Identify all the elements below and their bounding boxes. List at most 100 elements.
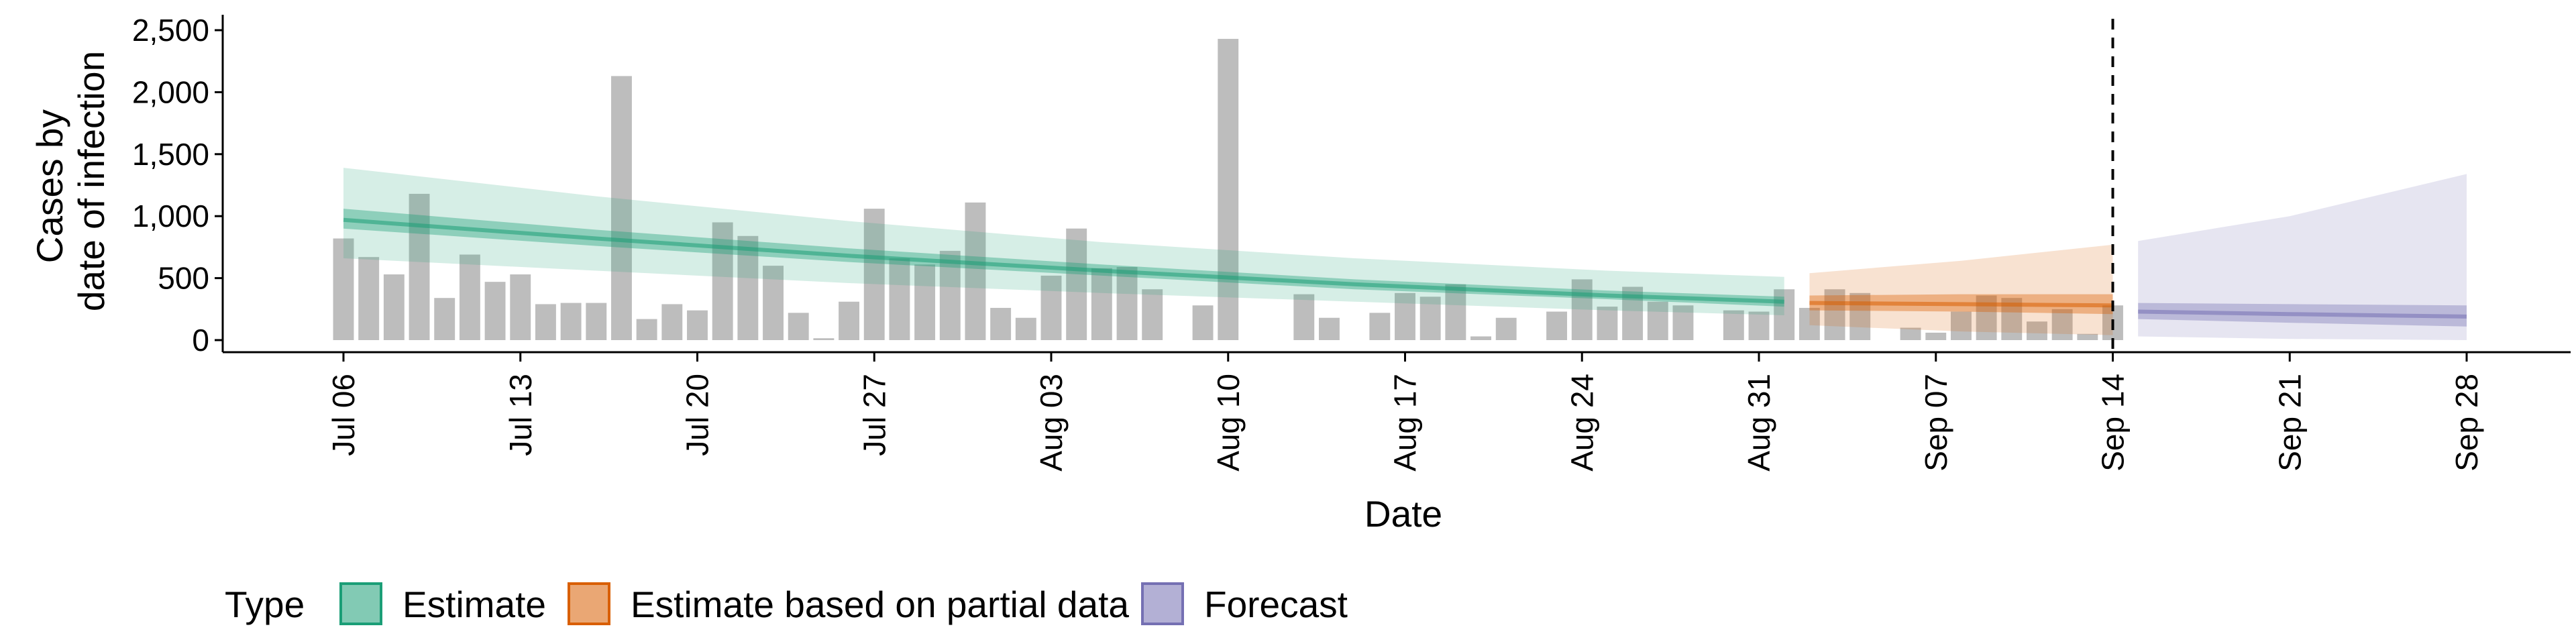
case-bar-2020-08-09 (1192, 305, 1214, 340)
case-bar-2020-08-02 (1015, 317, 1036, 340)
case-bar-2020-08-10 (1218, 38, 1239, 340)
case-bar-2020-07-16 (586, 303, 607, 340)
legend-label-estimate: Estimate (402, 584, 546, 625)
x-tick-label-2020-08-10: Aug 10 (1211, 374, 1246, 472)
case-bar-2020-08-25 (1597, 307, 1618, 340)
x-tick-label-2020-08-17: Aug 17 (1388, 374, 1423, 472)
x-tick-label-2020-08-31: Aug 31 (1741, 374, 1776, 472)
case-bar-2020-08-30 (1723, 310, 1744, 340)
y-axis-title-line-2: date of infection (70, 51, 112, 311)
case-bar-2020-09-01 (1774, 289, 1795, 340)
case-bar-2020-09-07 (1925, 332, 1947, 340)
case-bar-2020-07-09 (409, 193, 430, 340)
legend-swatch-forecast (1141, 582, 1184, 625)
case-bar-2020-08-31 (1748, 311, 1770, 340)
y-axis-title: Cases by date of infection (29, 51, 112, 311)
case-bar-2020-09-11 (2027, 321, 2047, 340)
estimate-based-on-partial-data-outer-band (1809, 244, 2113, 335)
bars-layer (333, 38, 2123, 340)
case-bar-2020-08-27 (1647, 301, 1668, 340)
case-bar-2020-07-23 (763, 266, 784, 340)
x-tick-label-2020-08-03: Aug 03 (1034, 374, 1069, 472)
case-bar-2020-07-10 (434, 298, 455, 340)
legend-label-forecast: Forecast (1204, 584, 1348, 625)
legend-item-estimate-based-on-partial-data: Estimate based on partial data (567, 582, 1129, 626)
forecast-outer-band (2138, 174, 2467, 340)
case-bar-2020-07-18 (636, 319, 657, 340)
x-tick-label-2020-09-14: Sep 14 (2096, 374, 2131, 472)
legend-title: Type (225, 584, 305, 625)
case-bar-2020-07-22 (737, 235, 759, 340)
case-bar-2020-08-06 (1116, 266, 1138, 340)
case-bar-2020-07-17 (611, 76, 632, 340)
x-ticks: Jul 06 Jul 13 Jul 20 Jul 27 Aug 03 Aug 10 Aug … (326, 352, 2484, 472)
case-bar-2020-07-06 (333, 238, 354, 340)
case-bar-2020-08-28 (1672, 305, 1694, 340)
case-bar-2020-07-15 (560, 303, 582, 340)
case-bar-2020-08-23 (1546, 311, 1568, 340)
legend-swatch-estimate (339, 582, 382, 625)
y-axis-title-line-1: Cases by (29, 109, 70, 264)
y-tick-label-0: 0 (192, 323, 209, 358)
forecast-median-line (2138, 309, 2467, 319)
case-bar-2020-08-07 (1142, 289, 1163, 340)
legend-items: Estimate Estimate based on partial data Fo… (339, 582, 1348, 626)
case-bar-2020-07-08 (383, 274, 405, 340)
bands-layer (343, 168, 2467, 340)
case-bar-2020-09-08 (1950, 311, 1972, 340)
case-bar-2020-07-14 (535, 304, 556, 340)
x-tick-label-2020-07-13: Jul 13 (503, 374, 538, 456)
y-tick-label-1000: 1,000 (132, 199, 209, 233)
case-bar-2020-08-05 (1091, 268, 1112, 340)
case-bar-2020-09-12 (2051, 309, 2073, 340)
x-tick-label-2020-09-28: Sep 28 (2449, 374, 2484, 472)
case-bar-2020-07-12 (484, 282, 506, 340)
legend-swatch-estimate-based-on-partial-data (568, 582, 610, 625)
y-tick-label-2500: 2,500 (132, 13, 209, 48)
y-tick-label-1500: 1,500 (132, 137, 209, 172)
case-bar-2020-07-21 (712, 222, 733, 340)
case-bar-2020-07-28 (889, 258, 910, 340)
case-bar-2020-07-27 (863, 209, 885, 340)
case-bar-2020-08-16 (1369, 313, 1391, 340)
y-tick-label-2000: 2,000 (132, 74, 209, 109)
case-bar-2020-09-06 (1900, 327, 1921, 340)
case-bar-2020-08-18 (1419, 297, 1441, 340)
estimate-outer-band (343, 168, 1784, 315)
case-bar-2020-07-19 (661, 304, 683, 340)
case-bar-2020-08-13 (1293, 294, 1315, 340)
x-tick-label-2020-07-27: Jul 27 (857, 374, 892, 456)
x-tick-label-2020-07-20: Jul 20 (680, 374, 715, 456)
case-bar-2020-07-31 (965, 202, 986, 340)
case-bar-2020-07-24 (788, 313, 809, 340)
estimate-median-line (343, 217, 1784, 304)
case-bar-2020-08-14 (1319, 317, 1340, 340)
case-bar-2020-07-30 (939, 250, 961, 340)
plot-area (333, 19, 2467, 352)
case-bar-2020-08-17 (1395, 292, 1415, 340)
case-bar-2020-07-29 (914, 264, 936, 340)
case-bar-2020-09-03 (1824, 289, 1845, 340)
case-bar-2020-07-26 (839, 301, 860, 340)
legend-item-forecast: Forecast (1140, 582, 1348, 626)
case-bar-2020-08-01 (990, 307, 1012, 340)
y-ticks: 0 500 1,000 1,500 2,000 2,500 (132, 13, 223, 358)
case-bar-2020-08-19 (1445, 284, 1466, 340)
case-bar-2020-08-04 (1066, 228, 1087, 340)
x-tick-label-2020-09-07: Sep 07 (1919, 374, 1953, 472)
x-axis-title: Date (1364, 493, 1442, 535)
case-bar-2020-08-24 (1571, 279, 1593, 340)
case-bar-2020-08-20 (1470, 336, 1491, 340)
legend: Type Estimate Estimate based on partial d… (225, 582, 1348, 626)
case-bar-2020-07-11 (459, 254, 480, 340)
estimate-based-on-partial-data-median-line (1809, 301, 2113, 308)
case-bar-2020-07-25 (813, 338, 835, 340)
case-bar-2020-09-13 (2077, 333, 2098, 340)
legend-label-estimate-based-on-partial-data: Estimate based on partial data (631, 584, 1129, 625)
case-bar-2020-07-20 (687, 310, 708, 340)
legend-item-estimate: Estimate (339, 582, 546, 626)
case-bar-2020-07-07 (358, 257, 380, 340)
x-tick-label-2020-08-24: Aug 24 (1564, 374, 1599, 472)
